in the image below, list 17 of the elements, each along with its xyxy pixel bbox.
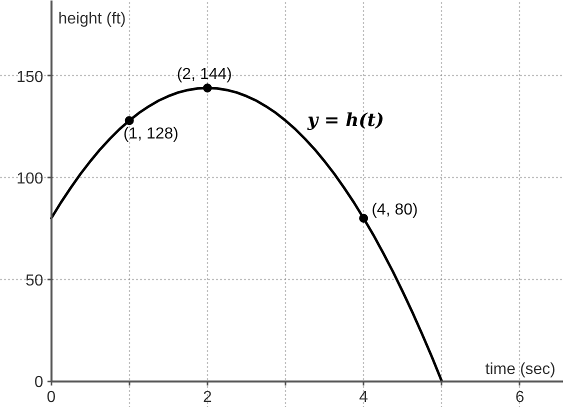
x-tick-label: 2 [202,389,212,406]
point [202,84,212,92]
annotation: (2, 144) [176,66,232,84]
series-label: y = h(t) [306,110,384,132]
y-tick-label: 100 [16,170,44,188]
point [359,214,368,223]
x-tick-label: 6 [515,389,524,406]
y-tick-label: 0 [34,374,44,392]
point [124,116,134,126]
x-tick-label: 0 [46,389,56,406]
x-axis-title: time (sec) [485,361,556,378]
y-tick-label: 50 [25,272,44,290]
annotation: (4, 80) [372,202,418,219]
x-tick-label: 4 [359,389,368,406]
y-tick-label: 150 [16,68,44,86]
y-axis-title: height (ft) [58,10,126,28]
annotation: (1, 128) [123,126,178,143]
